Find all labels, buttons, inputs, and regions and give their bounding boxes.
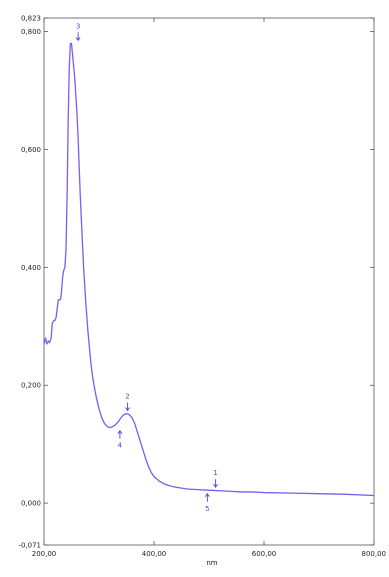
valley-marker: 4 (117, 429, 123, 450)
y-tick-label: 0,823 (21, 15, 41, 23)
peak-marker: 3 (75, 22, 81, 42)
spectrum-series (43, 42, 375, 497)
spectrum-line (43, 42, 375, 497)
peak-label: 3 (76, 22, 80, 30)
y-tick-label: 0,400 (21, 264, 41, 272)
peak-marker: 1 (213, 469, 218, 488)
y-tick-label: 0,800 (21, 28, 41, 36)
y-tick-label: 0,600 (21, 146, 41, 154)
plot-frame (43, 17, 375, 546)
x-tick-label: 800,00 (362, 550, 387, 558)
y-tick-label: 0,200 (21, 382, 41, 390)
x-tick-label: 600,00 (252, 550, 277, 558)
peak-label: 2 (125, 393, 129, 401)
peak-markers: 3 2 1 4 5 (75, 22, 218, 513)
peak-marker: 2 (125, 393, 130, 412)
axis-ticks: -0,071 0,000 0,200 0,400 0,600 0,800 0,823 200,… (18, 15, 386, 559)
peak-label: 1 (213, 469, 217, 477)
x-tick-label: 200,00 (32, 550, 57, 558)
x-tick-label: 400,00 (142, 550, 167, 558)
x-axis-label: nm (206, 559, 217, 567)
valley-marker: 5 (204, 492, 210, 513)
y-tick-label: -0,071 (18, 542, 41, 550)
y-tick-label: 0,000 (21, 500, 41, 508)
peak-label: 5 (205, 505, 209, 513)
peak-label: 4 (118, 442, 123, 450)
